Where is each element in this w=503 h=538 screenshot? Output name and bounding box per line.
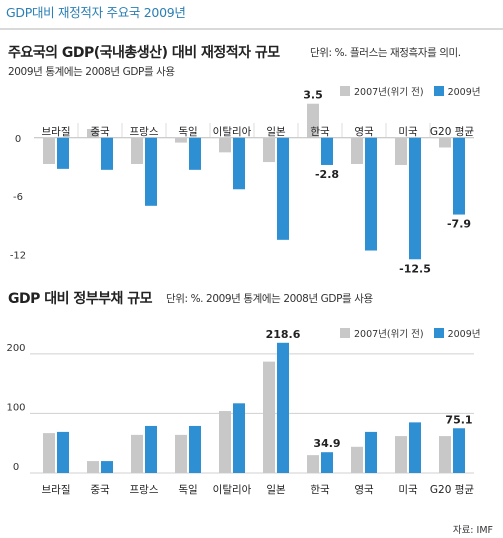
- bar-2007: [351, 137, 363, 164]
- debt-chart-panel: GDP 대비 정부부채 규모 단위: %. 2009년 통계에는 2008년 G…: [4, 280, 498, 518]
- data-label: 3.5: [303, 89, 323, 102]
- bar-2007: [439, 137, 451, 148]
- legend-swatch-2007: [340, 328, 350, 338]
- legend-label-2007: 2007년(위기 전): [354, 87, 424, 98]
- bar-2009: [277, 137, 289, 240]
- deficit-chart-plot: 0 -6 -12 브라질 중국 프랑스 독일 이탈리아 일본 한국 영국 미국 G20 평균 3.5 -2.…: [10, 89, 475, 276]
- bar-2007: [263, 137, 275, 163]
- category-label: 일본: [266, 483, 286, 496]
- chart-legend: 2007년(위기 전) 2009년: [340, 84, 481, 98]
- legend-swatch-2009: [433, 86, 444, 96]
- chart-unit-note: 단위: %. 2009년 통계에는 2008년 GDP를 사용: [166, 293, 373, 305]
- category-label: 독일: [178, 125, 197, 138]
- bar-2007: [351, 446, 363, 473]
- bar-2007: [43, 137, 55, 164]
- bar-2007: [395, 137, 407, 165]
- chart-title: 주요국의 GDP(국내총생산) 대비 재정적자 규모: [8, 45, 280, 61]
- bar-2009: [189, 137, 201, 170]
- page-title: GDP대비 재정적자 주요국 2009년: [6, 5, 186, 20]
- chart-title: GDP 대비 정부부채 규모: [8, 291, 153, 307]
- category-label: 영국: [354, 484, 374, 496]
- category-label: G20 평균: [430, 126, 474, 138]
- category-label: 영국: [354, 126, 374, 138]
- data-label: -7.9: [447, 218, 471, 231]
- data-label: 218.6: [266, 328, 301, 341]
- bar-2007: [175, 137, 187, 143]
- bar-2009: [145, 425, 157, 473]
- title-divider: [0, 28, 503, 30]
- deficit-chart-panel: 주요국의 GDP(국내총생산) 대비 재정적자 규모 단위: %. 플러스는 재…: [4, 34, 498, 276]
- debt-chart-plot: 0 100 200 브라질 중국 프랑스 독일 이탈리아 일본 한국 영국 미국 G20 평균 218.6…: [6, 328, 474, 496]
- category-label: 독일: [178, 483, 197, 496]
- bar-2007: [307, 455, 319, 473]
- bar-2009: [409, 137, 421, 260]
- category-label: 프랑스: [130, 126, 159, 138]
- bar-2007: [87, 129, 99, 138]
- category-label: 이탈리아: [213, 483, 252, 496]
- bar-2009: [57, 137, 69, 169]
- category-label: G20 평균: [430, 484, 474, 496]
- bar-2009: [57, 431, 69, 473]
- legend-label-2007: 2007년(위기 전): [354, 329, 424, 340]
- bar-2009: [145, 137, 157, 206]
- bar-2009: [233, 137, 245, 190]
- category-label: 한국: [310, 126, 330, 138]
- legend-label-2009: 2009년: [447, 329, 481, 340]
- y-tick-label: 200: [6, 343, 25, 354]
- source-note: 자료: IMF: [452, 525, 493, 536]
- category-label: 브라질: [42, 126, 71, 138]
- bar-2007: [131, 137, 143, 164]
- bar-2007: [219, 137, 231, 153]
- data-label: 75.1: [445, 413, 472, 426]
- bar-2007: [307, 103, 319, 138]
- y-tick-label: -6: [13, 192, 23, 203]
- bar-2009: [453, 137, 465, 215]
- y-tick-label: 0: [13, 462, 19, 473]
- bar-2007: [131, 434, 143, 473]
- bar-2007: [87, 461, 99, 473]
- data-label: -2.8: [315, 168, 339, 181]
- bar-2009: [189, 425, 201, 473]
- y-tick-label: -12: [10, 250, 26, 261]
- legend-label-2009: 2009년: [447, 87, 481, 98]
- bar-2009: [277, 342, 289, 473]
- category-label: 중국: [90, 484, 110, 496]
- data-label: -12.5: [399, 262, 431, 275]
- bar-2009: [321, 452, 333, 473]
- bar-2009: [233, 403, 245, 473]
- category-label: 미국: [398, 126, 418, 138]
- bar-2009: [409, 422, 421, 473]
- category-label: 프랑스: [130, 484, 159, 496]
- bar-2009: [101, 137, 113, 170]
- category-label: 일본: [266, 125, 286, 138]
- data-label: 34.9: [313, 437, 340, 450]
- bar-2007: [219, 411, 231, 473]
- y-tick-label: 100: [6, 402, 25, 413]
- legend-swatch-2009: [433, 328, 444, 338]
- category-label: 미국: [398, 484, 418, 496]
- category-label: 중국: [90, 126, 110, 138]
- legend-swatch-2007: [340, 86, 350, 96]
- bar-2007: [43, 433, 55, 473]
- bar-2007: [263, 361, 275, 473]
- bar-2009: [365, 137, 377, 251]
- bar-2007: [175, 434, 187, 473]
- chart-subtitle: 2009년 통계에는 2008년 GDP를 사용: [8, 66, 175, 78]
- y-tick-label: 0: [15, 134, 21, 145]
- bar-2009: [321, 137, 333, 165]
- chart-legend: 2007년(위기 전) 2009년: [340, 326, 481, 340]
- category-label: 브라질: [42, 484, 71, 496]
- bar-2007: [395, 436, 407, 473]
- bar-2009: [365, 431, 377, 473]
- bar-2009: [453, 428, 465, 473]
- category-label: 이탈리아: [213, 125, 252, 138]
- category-label: 한국: [310, 484, 330, 496]
- chart-unit-note: 단위: %. 플러스는 재정흑자를 의미.: [310, 47, 461, 59]
- bar-2007: [439, 436, 451, 473]
- bar-2009: [101, 461, 113, 473]
